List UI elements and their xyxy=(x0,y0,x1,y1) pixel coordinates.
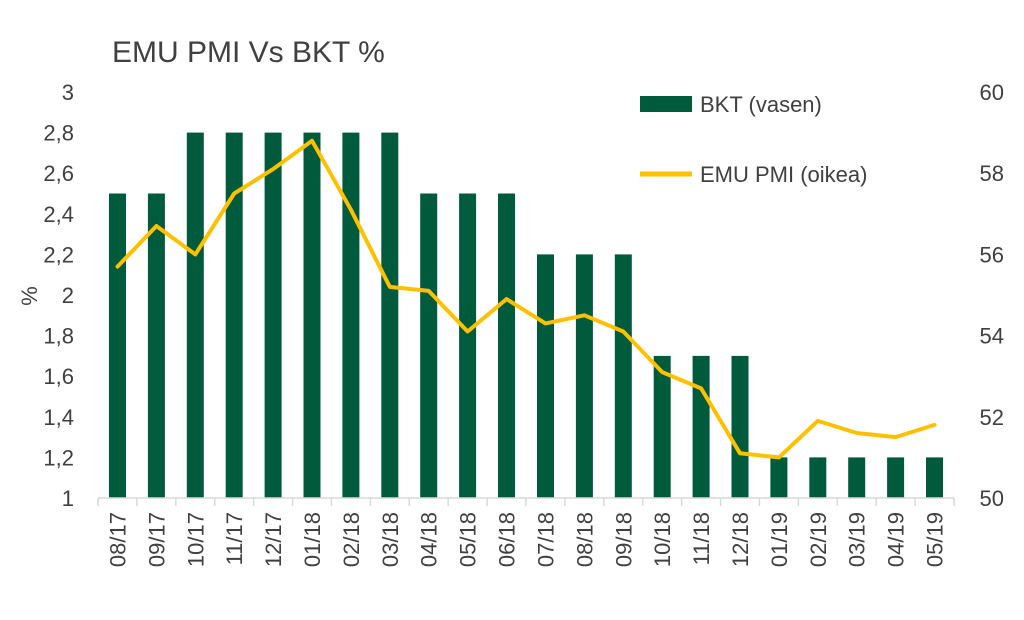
x-axis xyxy=(97,497,955,506)
x-tick-label: 10/17 xyxy=(183,512,208,567)
x-tick-label: 07/18 xyxy=(534,512,559,567)
bar-05/19 xyxy=(926,457,943,498)
x-tick-label: 11/17 xyxy=(222,512,247,565)
chart-title: EMU PMI Vs BKT % xyxy=(112,36,385,69)
bar-08/17 xyxy=(109,193,126,498)
x-tick-label: 03/18 xyxy=(378,512,403,567)
x-axis-labels: 08/17 09/17 10/17 11/17 12/17 01/18 02/18 03/18… xyxy=(106,512,948,567)
y2-tick-label: 58 xyxy=(980,161,1004,186)
x-tick-label: 05/18 xyxy=(456,512,481,567)
x-tick-label: 08/17 xyxy=(106,512,131,567)
y2-tick-label: 54 xyxy=(980,324,1004,349)
legend-label-bkt: BKT (vasen) xyxy=(700,92,822,117)
y2-tick-label: 56 xyxy=(980,242,1004,267)
x-tick-label: 10/18 xyxy=(650,512,675,567)
x-tick-label: 02/19 xyxy=(806,512,831,567)
x-tick-label: 04/19 xyxy=(884,512,909,567)
bar-05/18 xyxy=(459,193,477,498)
x-tick-label: 02/18 xyxy=(339,512,364,567)
x-tick-label: 08/18 xyxy=(572,512,597,567)
y-tick-label: 1,6 xyxy=(43,364,74,389)
x-tick-label: 09/17 xyxy=(144,512,169,567)
bar-09/18 xyxy=(614,254,632,498)
y-tick-label: 1,8 xyxy=(43,324,74,349)
legend-label-pmi: EMU PMI (oikea) xyxy=(700,162,867,187)
x-tick-label: 01/19 xyxy=(767,512,792,567)
y-tick-label: 2,2 xyxy=(43,242,74,267)
bar-11/17 xyxy=(225,132,243,498)
x-tick-label: 06/18 xyxy=(495,512,520,567)
pmi-line xyxy=(115,138,937,460)
bar-07/18 xyxy=(537,254,554,498)
x-tick-label: 03/19 xyxy=(845,512,870,567)
x-tick-label: 09/18 xyxy=(611,512,636,567)
y2-tick-label: 50 xyxy=(980,486,1004,511)
bar-06/18 xyxy=(498,193,515,498)
y2-tick-label: 52 xyxy=(980,405,1004,430)
legend-swatch-bkt xyxy=(640,96,692,112)
y2-tick-label: 60 xyxy=(980,80,1004,105)
bar-01/19 xyxy=(770,457,788,498)
bar-12/18 xyxy=(731,355,749,498)
bar-12/17 xyxy=(264,132,282,498)
y-tick-label: 3 xyxy=(62,80,74,105)
y-tick-label: 2,4 xyxy=(43,202,74,227)
y-tick-label: 1,2 xyxy=(43,445,74,470)
bar-series xyxy=(109,132,943,498)
y-tick-label: 2,8 xyxy=(43,121,74,146)
x-tick-label: 12/17 xyxy=(261,512,286,567)
line-series xyxy=(115,138,937,460)
bar-04/18 xyxy=(420,193,438,498)
y-tick-label: 2 xyxy=(62,283,74,308)
bar-02/18 xyxy=(342,132,360,498)
bar-11/18 xyxy=(692,355,710,498)
bar-08/18 xyxy=(575,254,593,498)
x-tick-label: 05/19 xyxy=(923,512,948,567)
bar-03/19 xyxy=(848,457,866,498)
y-axis-label: % xyxy=(17,286,42,306)
x-tick-label: 01/18 xyxy=(300,512,325,567)
y-tick-label: 1 xyxy=(62,486,74,511)
bar-03/18 xyxy=(381,132,399,498)
y-tick-label: 1,4 xyxy=(43,405,74,430)
x-tick-label: 04/18 xyxy=(417,512,442,567)
bar-04/19 xyxy=(887,457,905,498)
x-tick-label: 12/18 xyxy=(728,512,753,567)
bar-09/17 xyxy=(147,193,165,498)
bar-10/18 xyxy=(653,355,671,498)
bar-10/17 xyxy=(186,132,204,498)
y-axis-left: 1 1,2 1,4 1,6 1,8 2 2,2 2,4 2,6 2,8 3 xyxy=(43,80,74,511)
y-tick-label: 2,6 xyxy=(43,161,74,186)
x-tick-label: 11/18 xyxy=(689,512,714,565)
bar-01/18 xyxy=(303,132,321,498)
legend: BKT (vasen) EMU PMI (oikea) xyxy=(640,92,867,187)
bar-02/19 xyxy=(809,457,827,498)
y-axis-right: 50 52 54 56 58 60 xyxy=(980,80,1004,511)
